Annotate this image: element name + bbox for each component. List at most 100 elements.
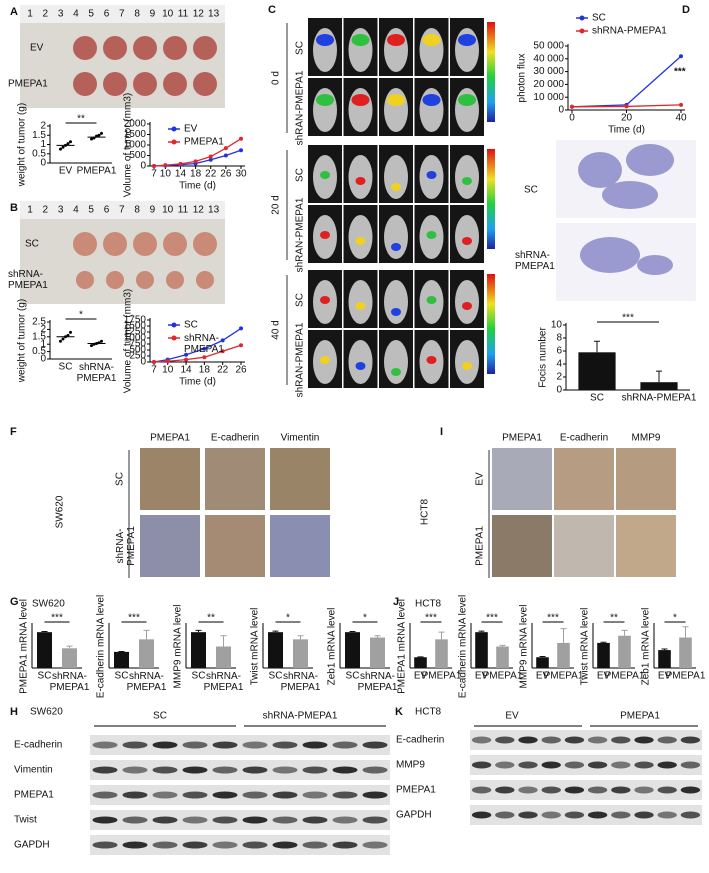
band: [182, 766, 208, 774]
band: [302, 841, 328, 849]
y-axis-label: weight of tumor (g): [17, 299, 28, 383]
y-tick-label: 500: [129, 150, 146, 161]
point: [193, 159, 198, 164]
signal: [355, 362, 366, 370]
significance: *: [79, 310, 83, 321]
y-tick-label: 2.5: [32, 317, 46, 328]
x-tick-label: EV: [475, 671, 489, 682]
ruler-number: 2: [43, 9, 49, 20]
y-tick-label: 1000: [124, 140, 147, 151]
column-header: Vimentin: [281, 433, 320, 444]
band: [564, 761, 585, 769]
mouse: [384, 155, 408, 199]
y-tick-label: 0: [40, 158, 46, 169]
ruler-number: 8: [134, 205, 140, 216]
point: [61, 337, 65, 341]
band: [471, 786, 492, 794]
error-bar: [478, 630, 485, 633]
blot: [470, 805, 702, 825]
row-label: GAPDH: [396, 810, 432, 821]
y-axis-label: Twist mRNA level: [250, 608, 261, 686]
tumor: [133, 36, 157, 60]
y-axis-label: photon flux: [517, 54, 528, 103]
significance: ***: [547, 613, 559, 624]
tumor: [196, 271, 214, 289]
ruler-number: 11: [178, 9, 189, 20]
bar: [191, 632, 206, 668]
row-label: Vimentin: [14, 765, 53, 776]
tumor: [103, 232, 127, 256]
signal: [426, 356, 437, 364]
blot: [90, 835, 390, 855]
color-bar: [487, 274, 495, 374]
point: [239, 136, 243, 141]
signal: [462, 362, 472, 370]
error-bar: [272, 630, 279, 633]
row-label: shRNA-PMEPA1: [8, 269, 48, 291]
y-tick-label: 0: [558, 105, 564, 116]
tumor: [166, 271, 184, 289]
color-bar: [487, 22, 495, 122]
band: [587, 786, 608, 794]
y-tick-label: 0.5: [32, 346, 46, 357]
bar: [414, 657, 427, 668]
point: [165, 359, 170, 364]
band: [212, 841, 238, 849]
band: [122, 741, 148, 749]
cell-line: SW620: [55, 495, 66, 528]
y-tick-label: 1.5: [32, 331, 46, 342]
panel-label: I: [440, 426, 443, 438]
y-tick-label: 1.5: [32, 130, 46, 141]
time-label: 40 d: [271, 320, 282, 339]
signal: [355, 237, 366, 245]
mouse: [384, 280, 408, 324]
row-label: EV: [30, 43, 44, 54]
signal: [462, 177, 472, 185]
tumor: [73, 232, 97, 256]
band: [680, 761, 701, 769]
band: [495, 736, 515, 744]
x-tick-label: SC: [192, 671, 206, 682]
error-bar: [682, 626, 689, 638]
legend-marker: [579, 15, 585, 21]
group-label: PMEPA1: [620, 711, 660, 722]
ruler-number: 10: [162, 205, 174, 216]
significance: **: [207, 613, 215, 624]
band: [92, 741, 118, 749]
band: [302, 816, 328, 824]
x-tick-label: SC: [346, 671, 360, 682]
ruler: [20, 5, 225, 23]
tumor: [163, 36, 187, 60]
signal: [391, 368, 401, 376]
bar: [496, 646, 509, 668]
band: [182, 841, 208, 849]
lung: [580, 237, 640, 273]
column-header: MMP9: [632, 433, 661, 444]
error-bar: [297, 635, 304, 640]
significance: ***: [51, 613, 63, 624]
bar: [37, 632, 52, 668]
x-axis-label: Time (d): [179, 181, 216, 192]
x-tick-label: EV: [59, 166, 73, 177]
row-label: SC: [295, 293, 306, 307]
image: [205, 448, 265, 510]
tumor: [103, 72, 127, 96]
point: [624, 104, 629, 109]
y-tick-label: 40 000: [533, 53, 564, 64]
image: [492, 448, 552, 510]
y-tick-label: 50 000: [533, 41, 564, 52]
legend-label: SC: [184, 320, 198, 331]
legend-label: EV: [184, 124, 198, 135]
legend-label: PMEPA1: [184, 137, 224, 148]
row-label: SC: [524, 185, 538, 196]
signal: [462, 302, 472, 310]
blot: [470, 780, 702, 800]
point: [66, 142, 70, 146]
band: [212, 741, 238, 749]
panel-label: C: [268, 4, 276, 16]
bar: [345, 632, 360, 668]
y-tick-label: 4: [556, 359, 562, 370]
group-label: shRNA-PMEPA1: [263, 711, 338, 722]
x-tick-label: PMEPA1: [422, 671, 462, 682]
image: [140, 448, 200, 510]
